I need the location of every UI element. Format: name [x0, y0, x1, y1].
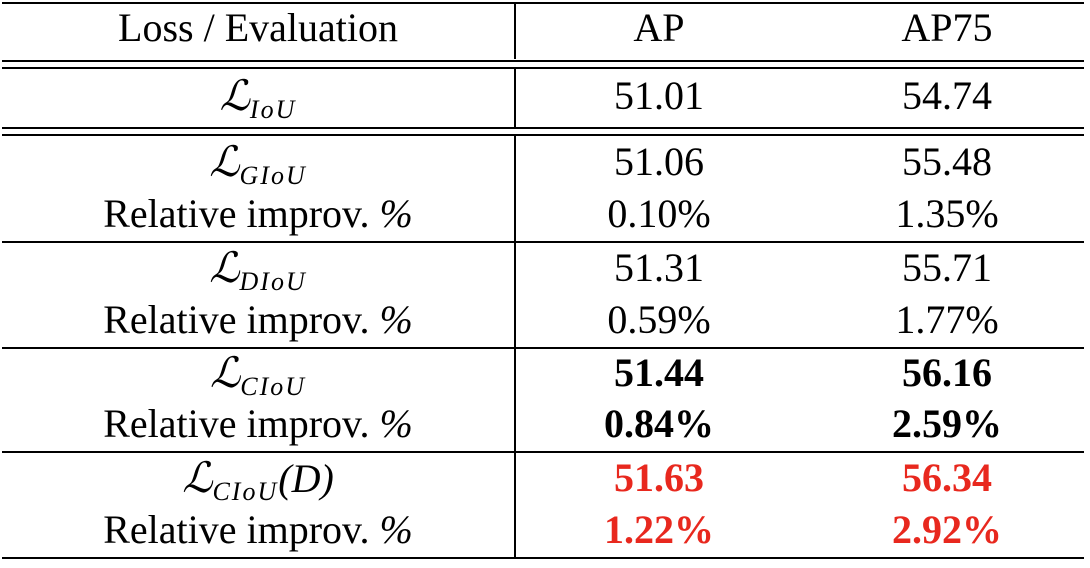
loss-diou-label: ℒDIoU [16, 247, 500, 302]
ciou-ap75: 56.16 [902, 350, 992, 395]
ciou-relative-ap: 0.84% [604, 401, 714, 446]
ciou-ap: 51.44 [614, 350, 704, 395]
ciou-d-ap75: 56.34 [902, 455, 992, 500]
group-rule-1 [2, 241, 1084, 243]
relative-label-text: Relative improv. [103, 507, 380, 552]
loss-ciou-label: ℒCIoU [16, 352, 500, 407]
baseline-ap75: 54.74 [902, 73, 992, 118]
baseline-ap: 51.01 [614, 73, 704, 118]
loss-iou-label: ℒIoU [16, 75, 500, 130]
giou-ap75: 55.48 [902, 139, 992, 184]
relative-label-text: Relative improv. [103, 401, 380, 446]
baseline-rule-1 [2, 127, 1084, 129]
diou-relative-label: Relative improv. % [16, 300, 500, 340]
loss-symbol: ℒ [209, 348, 241, 397]
ciou-d-relative-ap: 1.22% [604, 507, 714, 552]
loss-symbol: ℒ [219, 71, 250, 120]
header-rule-1 [2, 60, 1084, 62]
loss-subscript: CIoU [240, 372, 307, 401]
ciou-d-relative-label: Relative improv. % [16, 510, 500, 550]
percent-sign: % [379, 401, 413, 446]
ciou-relative-ap75: 2.59% [892, 401, 1002, 446]
diou-ap75: 55.71 [902, 245, 992, 290]
top-rule [2, 2, 1084, 4]
diou-ap: 51.31 [614, 245, 704, 290]
loss-subscript: CIoU [212, 477, 279, 506]
header-rule-2 [2, 67, 1084, 69]
relative-label-text: Relative improv. [103, 297, 380, 342]
column-divider [514, 136, 516, 558]
loss-symbol: ℒ [209, 243, 240, 292]
bottom-rule [2, 557, 1084, 559]
percent-sign: % [379, 191, 413, 236]
loss-symbol: ℒ [209, 137, 240, 186]
loss-subscript: DIoU [239, 267, 307, 296]
loss-subscript: GIoU [239, 161, 307, 190]
group-rule-3 [2, 451, 1084, 453]
header-loss-evaluation: Loss / Evaluation [118, 5, 398, 50]
loss-subscript: IoU [249, 95, 297, 124]
ciou-d-ap: 51.63 [614, 455, 704, 500]
group-rule-2 [2, 347, 1084, 349]
baseline-rule-2 [2, 134, 1084, 136]
giou-ap: 51.06 [614, 139, 704, 184]
loss-argument: (D) [278, 456, 334, 501]
percent-sign: % [379, 507, 413, 552]
diou-relative-ap: 0.59% [607, 297, 711, 342]
giou-relative-label: Relative improv. % [16, 194, 500, 234]
loss-ciou-d-label: ℒCIoU(D) [16, 456, 500, 512]
diou-relative-ap75: 1.77% [895, 297, 999, 342]
header-ap: AP [633, 5, 685, 50]
giou-relative-ap75: 1.35% [895, 191, 999, 236]
loss-giou-label: ℒGIoU [16, 141, 500, 196]
ciou-relative-label: Relative improv. % [16, 404, 500, 444]
loss-symbol: ℒ [182, 453, 213, 502]
column-divider [514, 69, 516, 127]
column-divider [514, 2, 516, 59]
giou-relative-ap: 0.10% [607, 191, 711, 236]
ciou-d-relative-ap75: 2.92% [892, 507, 1002, 552]
header-ap75: AP75 [901, 5, 993, 50]
relative-label-text: Relative improv. [103, 191, 380, 236]
percent-sign: % [379, 297, 413, 342]
